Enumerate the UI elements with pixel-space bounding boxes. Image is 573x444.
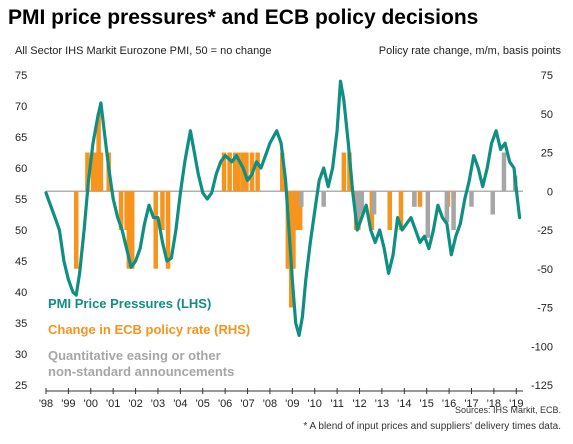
right-axis-tick-label: -50 <box>537 264 553 276</box>
chart-title: PMI price pressures* and ECB policy deci… <box>8 6 479 29</box>
right-axis-tick-label: -100 <box>531 341 553 353</box>
qe-announcement-bar <box>412 191 417 207</box>
left-axis-tick-label: 60 <box>15 163 27 175</box>
right-axis-caption: Policy rate change, m/m, basis points <box>378 45 561 57</box>
x-axis-tick-label: '03 <box>151 398 165 410</box>
rate-change-bar <box>417 191 423 207</box>
x-axis-tick-label: '12 <box>352 398 366 410</box>
qe-announcement-bar <box>469 191 474 207</box>
rate-change-bar <box>398 191 404 230</box>
left-axis-tick-label: 65 <box>15 132 27 144</box>
rate-change-bar <box>126 191 132 269</box>
x-axis-tick-label: '15 <box>420 398 434 410</box>
qe-announcement-bar <box>299 191 304 207</box>
rate-change-bar <box>232 152 238 192</box>
qe-announcement-bar <box>355 191 360 223</box>
rate-change-bar <box>118 191 124 230</box>
x-axis-tick-label: '18 <box>487 398 501 410</box>
rate-change-bar <box>255 152 260 192</box>
x-axis-tick-label: '10 <box>308 398 322 410</box>
footnote: * A blend of input prices and suppliers'… <box>303 421 561 432</box>
source-note: Sources: IHS Markit, ECB. <box>454 405 561 415</box>
right-axis-tick-label: -25 <box>537 225 553 237</box>
x-axis-tick-label: '11 <box>330 398 344 410</box>
rate-change-bar <box>221 152 227 192</box>
qe-announcement-bar <box>451 191 456 230</box>
x-axis-tick-label: '06 <box>218 398 232 410</box>
right-axis-tick-label: -125 <box>531 380 553 392</box>
rate-change-bar <box>291 191 296 269</box>
rate-change-bar <box>98 152 104 192</box>
rate-change-bar <box>160 191 165 230</box>
x-axis-tick-label: '17 <box>464 398 478 410</box>
x-axis-tick-label: '07 <box>240 398 254 410</box>
left-axis-tick-label: 55 <box>15 194 27 206</box>
x-axis-tick-label: '09 <box>285 398 299 410</box>
qe-announcement-bar <box>359 191 365 215</box>
rate-change-bar <box>236 152 241 192</box>
qe-announcement-bar <box>444 191 450 223</box>
legend-rate-label: Change in ECB policy rate (RHS) <box>48 322 250 337</box>
rate-change-bar <box>73 191 79 269</box>
x-axis-tick-label: '14 <box>397 398 411 410</box>
rate-change-bar <box>227 152 232 192</box>
x-axis-tick-label: '05 <box>196 398 210 410</box>
rate-change-bar <box>85 152 90 192</box>
qe-announcement-bar <box>425 191 431 238</box>
right-axis-tick-label: -75 <box>537 303 553 315</box>
qe-announcement-bar <box>371 191 377 215</box>
rate-change-bar <box>165 191 171 269</box>
left-axis-tick-label: 35 <box>15 318 27 330</box>
right-axis-tick-label: 50 <box>541 109 553 121</box>
x-axis-tick-label: '19 <box>509 398 523 410</box>
qe-announcement-bar <box>490 191 496 215</box>
rate-change-bar <box>90 152 96 192</box>
x-axis-tick-label: '16 <box>442 398 456 410</box>
legend-qe-label: Quantitative easing or other <box>48 348 221 363</box>
left-axis-tick-label: 30 <box>15 349 27 361</box>
right-axis-tick-label: 75 <box>541 70 553 82</box>
rate-change-bar <box>341 152 347 192</box>
right-axis-tick-label: 0 <box>547 186 553 198</box>
x-axis-tick-label: '00 <box>84 398 98 410</box>
rate-change-bar <box>294 191 300 230</box>
rate-change-bar <box>244 152 249 192</box>
left-axis-tick-label: 75 <box>15 70 27 82</box>
left-axis-tick-label: 70 <box>15 101 27 113</box>
x-axis-tick-label: '02 <box>128 398 142 410</box>
x-axis-tick-label: '13 <box>375 398 389 410</box>
rate-change-bar <box>297 191 303 230</box>
x-axis-tick-label: '99 <box>61 398 75 410</box>
left-axis-tick-label: 25 <box>15 380 27 392</box>
rate-change-bar <box>129 191 135 269</box>
x-axis-tick-label: '98 <box>39 398 53 410</box>
left-axis-tick-label: 45 <box>15 256 27 268</box>
x-axis-tick-label: '01 <box>106 398 120 410</box>
rate-change-bar <box>280 152 285 192</box>
right-axis-tick-label: 25 <box>541 148 553 160</box>
left-axis-tick-label: 40 <box>15 287 27 299</box>
left-axis-caption: All Sector IHS Markit Eurozone PMI, 50 =… <box>15 45 272 57</box>
rate-change-bar <box>153 191 158 269</box>
qe-announcement-bar <box>501 152 507 192</box>
pmi-price-pressures-line <box>44 79 522 337</box>
legend-qe-label-line2: non-standard announcements <box>48 364 234 379</box>
x-axis-tick-label: '04 <box>173 398 187 410</box>
left-axis-tick-label: 50 <box>15 225 27 237</box>
legend-pmi-label: PMI Price Pressures (LHS) <box>48 296 211 311</box>
qe-announcement-bar <box>321 191 326 207</box>
x-axis-tick-label: '08 <box>263 398 277 410</box>
rate-change-bar <box>387 191 393 230</box>
